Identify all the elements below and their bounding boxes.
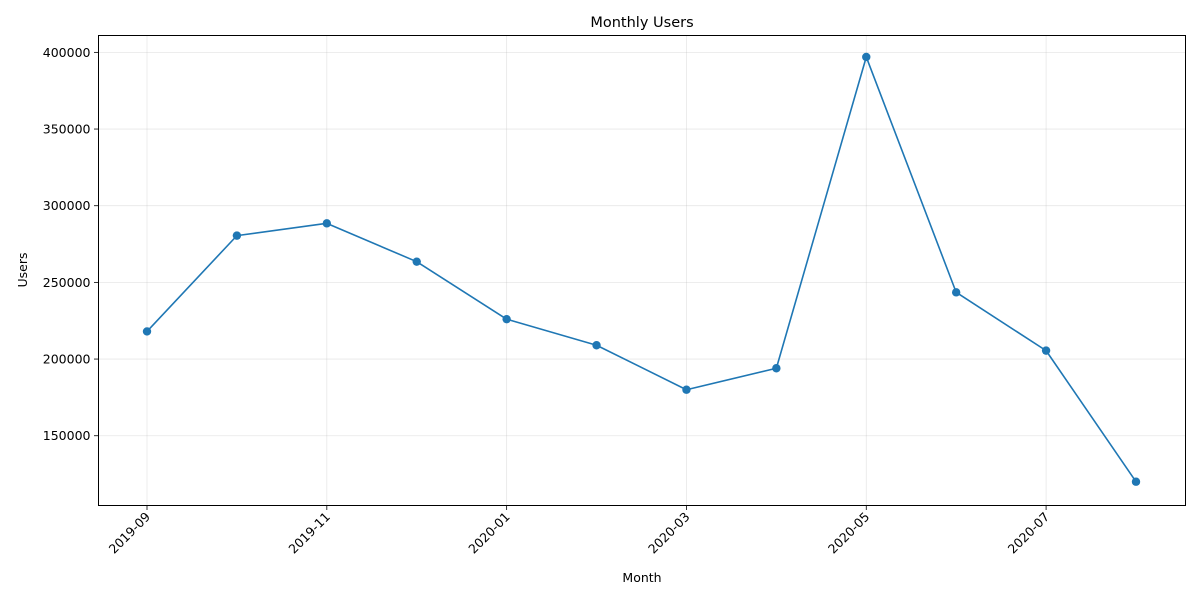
y-tick-label: 250000	[43, 275, 91, 290]
series-layer	[142, 52, 1141, 486]
data-point-2020-08	[1131, 477, 1141, 486]
x-tick-label: 2019-11	[285, 509, 333, 557]
grid	[98, 35, 1186, 506]
data-point-2020-04	[772, 364, 781, 373]
y-tick-label: 400000	[43, 45, 91, 60]
data-point-2019-09	[142, 327, 152, 336]
y-tick-label: 200000	[43, 352, 91, 367]
x-tick-label: 2020-01	[465, 509, 513, 557]
x-axis-ticks: 2019-09 2019-11 2020-01 2020-03 2020-05 2020-…	[106, 505, 1053, 557]
x-axis-label: Month	[622, 570, 661, 585]
y-axis-label: Users	[15, 252, 30, 287]
data-point-2020-05	[862, 52, 871, 62]
data-point-2019-10	[232, 231, 242, 240]
x-tick-label: 2020-07	[1005, 509, 1053, 557]
x-tick-label: 2019-09	[106, 509, 154, 557]
x-tick-label: 2020-03	[645, 509, 693, 557]
data-point-2019-12	[412, 257, 421, 266]
y-tick-label: 350000	[43, 122, 91, 137]
data-point-2020-06	[951, 288, 961, 297]
y-tick-label: 300000	[43, 198, 91, 213]
y-axis-ticks: 150000 200000 250000 300000 350000 400000	[43, 45, 99, 443]
plot-frame	[98, 35, 1186, 506]
x-tick-label: 2020-05	[825, 509, 873, 557]
y-tick-label: 150000	[43, 428, 91, 443]
data-point-2020-02	[592, 341, 601, 350]
data-point-2019-11	[322, 219, 332, 228]
chart-title: Monthly Users	[590, 15, 693, 31]
data-point-2020-07	[1041, 346, 1051, 355]
data-point-2020-03	[682, 385, 691, 394]
series-line	[146, 56, 1137, 483]
data-point-2020-01	[502, 314, 511, 324]
